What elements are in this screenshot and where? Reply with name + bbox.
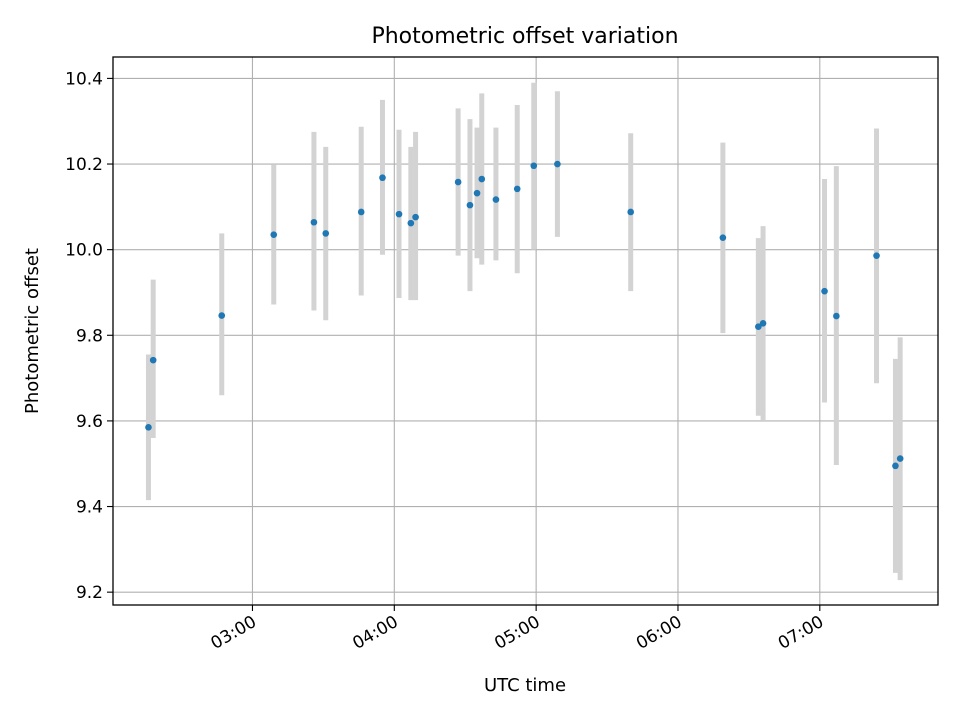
plot-frame <box>112 56 939 606</box>
x-tick-label: 03:00 <box>208 612 260 654</box>
data-point <box>873 252 880 259</box>
data-point <box>759 319 767 327</box>
data-point <box>478 175 486 183</box>
y-tick-label: 9.8 <box>76 326 103 346</box>
x-axis-label: UTC time <box>484 675 566 696</box>
chart-title: Photometric offset variation <box>371 24 678 49</box>
data-point <box>892 462 899 470</box>
data-point <box>145 424 152 431</box>
error-bars <box>145 82 903 581</box>
data-point <box>896 455 904 462</box>
data-point <box>149 356 157 364</box>
data-point <box>270 231 278 238</box>
data-point <box>395 210 403 218</box>
data-point <box>310 218 318 226</box>
data-point <box>513 185 521 193</box>
data-point <box>407 219 415 227</box>
data-point <box>627 208 634 216</box>
y-tick-label: 9.6 <box>76 412 103 432</box>
data-point <box>833 312 840 320</box>
data-point <box>454 178 462 186</box>
x-axis-ticks: 03:00 04:00 05:00 06:00 07:00 <box>208 605 827 654</box>
y-tick-label: 10.0 <box>65 241 103 261</box>
y-axis-ticks: 9.2 9.4 9.6 9.8 10.0 10.2 10.4 <box>65 69 113 603</box>
data-point <box>473 189 481 197</box>
data-point <box>492 196 500 203</box>
data-point <box>379 174 386 182</box>
data-point <box>357 208 365 216</box>
data-point <box>554 160 561 168</box>
y-tick-label: 10.2 <box>65 155 103 175</box>
x-tick-label: 06:00 <box>633 612 685 654</box>
y-tick-label: 10.4 <box>65 69 103 89</box>
y-tick-label: 9.2 <box>76 583 103 603</box>
y-tick-label: 9.4 <box>76 498 103 518</box>
x-tick-label: 07:00 <box>775 612 827 654</box>
grid-lines <box>113 57 938 605</box>
data-point <box>755 323 762 331</box>
x-tick-label: 05:00 <box>491 612 543 654</box>
data-points <box>145 160 904 470</box>
data-point <box>218 312 226 319</box>
y-axis-label: Photometric offset <box>22 248 43 414</box>
data-point <box>530 162 538 170</box>
data-point <box>322 230 330 237</box>
data-point <box>466 201 474 209</box>
data-point <box>821 287 828 295</box>
x-tick-label: 04:00 <box>349 612 401 654</box>
data-point <box>412 213 419 221</box>
data-point <box>719 234 727 241</box>
